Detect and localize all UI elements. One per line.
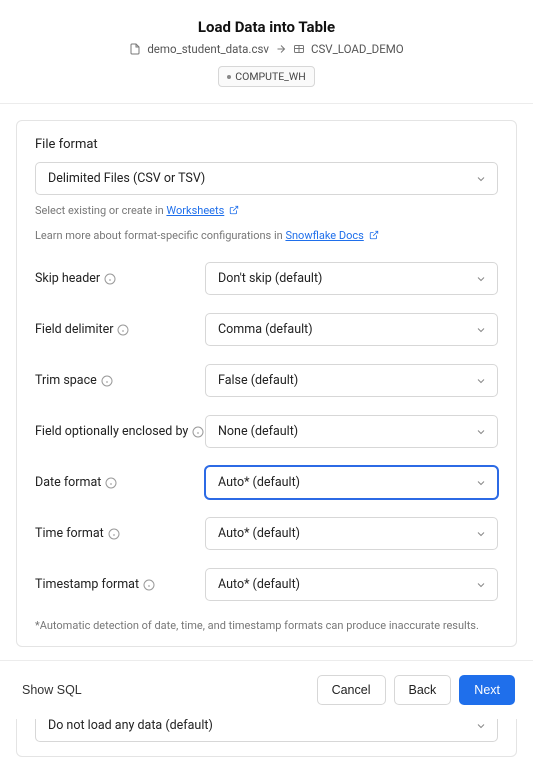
form-label: Date format: [35, 475, 205, 490]
field-delimiter-select[interactable]: Comma (default): [205, 313, 498, 346]
show-sql-button[interactable]: Show SQL: [18, 677, 86, 703]
skip-header-select[interactable]: Don't skip (default): [205, 262, 498, 295]
file-icon: [129, 43, 141, 55]
info-icon: [104, 273, 116, 285]
form-row-field-delimiter: Field delimiter Comma (default): [35, 313, 498, 346]
form-row-field-optionally-enclosed-by: Field optionally enclosed by None (defaul…: [35, 415, 498, 448]
form-control: None (default): [205, 415, 498, 448]
page-title: Load Data into Table: [20, 18, 513, 36]
chevron-down-icon: [475, 324, 487, 336]
chevron-down-icon: [475, 173, 487, 185]
form-row-timestamp-format: Timestamp format Auto* (default): [35, 568, 498, 601]
dialog-header: Load Data into Table demo_student_data.c…: [0, 0, 533, 97]
chevron-down-icon: [475, 477, 487, 489]
breadcrumb: demo_student_data.csv CSV_LOAD_DEMO: [20, 42, 513, 56]
label-text: Timestamp format: [35, 577, 139, 592]
label-text: Skip header: [35, 271, 100, 286]
label-text: Field optionally enclosed by: [35, 424, 188, 439]
select-value: Auto* (default): [218, 577, 300, 592]
info-icon: [117, 324, 129, 336]
select-value: False (default): [218, 373, 298, 388]
form-control: Don't skip (default): [205, 262, 498, 295]
chevron-down-icon: [475, 426, 487, 438]
file-name: demo_student_data.csv: [147, 42, 269, 56]
back-button[interactable]: Back: [394, 675, 452, 705]
label-text: Field delimiter: [35, 322, 113, 337]
table-name: CSV_LOAD_DEMO: [311, 42, 404, 56]
file-format-heading: File format: [35, 137, 498, 152]
select-value: Don't skip (default): [218, 271, 322, 286]
warehouse-badge[interactable]: COMPUTE_WH: [218, 66, 314, 87]
file-format-value: Delimited Files (CSV or TSV): [48, 171, 205, 186]
external-link-icon: [369, 230, 379, 240]
chevron-down-icon: [475, 273, 487, 285]
info-icon: [108, 528, 120, 540]
form-control: Auto* (default): [205, 568, 498, 601]
select-value: Comma (default): [218, 322, 313, 337]
chevron-down-icon: [475, 528, 487, 540]
form-control: False (default): [205, 364, 498, 397]
select-value: Auto* (default): [218, 526, 300, 541]
timestamp-format-select[interactable]: Auto* (default): [205, 568, 498, 601]
form-label: Skip header: [35, 271, 205, 286]
worksheets-link[interactable]: Worksheets: [166, 204, 224, 217]
form-label: Field optionally enclosed by: [35, 424, 205, 439]
time-format-select[interactable]: Auto* (default): [205, 517, 498, 550]
form-control: Auto* (default): [205, 466, 498, 499]
label-text: Date format: [35, 475, 101, 490]
chevron-down-icon: [475, 720, 487, 732]
error-handling-value: Do not load any data (default): [48, 718, 213, 733]
form-label: Field delimiter: [35, 322, 205, 337]
info-icon: [105, 477, 117, 489]
label-text: Trim space: [35, 373, 97, 388]
file-format-card: File format Delimited Files (CSV or TSV)…: [16, 120, 517, 647]
file-format-hint: Select existing or create in Worksheets: [35, 203, 498, 220]
info-icon: [143, 579, 155, 591]
file-format-select[interactable]: Delimited Files (CSV or TSV): [35, 162, 498, 195]
chevron-down-icon: [475, 375, 487, 387]
docs-link[interactable]: Snowflake Docs: [285, 229, 363, 242]
select-value: Auto* (default): [218, 475, 300, 490]
form-row-date-format: Date format Auto* (default): [35, 466, 498, 499]
form-row-skip-header: Skip header Don't skip (default): [35, 262, 498, 295]
file-format-learn: Learn more about format-specific configu…: [35, 228, 498, 245]
external-link-icon: [229, 205, 239, 215]
form-label: Trim space: [35, 373, 205, 388]
info-icon: [101, 375, 113, 387]
arrow-right-icon: [275, 43, 287, 55]
form-label: Time format: [35, 526, 205, 541]
auto-detect-footnote: *Automatic detection of date, time, and …: [35, 619, 498, 632]
trim-space-select[interactable]: False (default): [205, 364, 498, 397]
field-optionally-enclosed-by-select[interactable]: None (default): [205, 415, 498, 448]
chevron-down-icon: [475, 579, 487, 591]
form-control: Comma (default): [205, 313, 498, 346]
form-control: Auto* (default): [205, 517, 498, 550]
form-row-time-format: Time format Auto* (default): [35, 517, 498, 550]
date-format-select[interactable]: Auto* (default): [205, 466, 498, 499]
next-button[interactable]: Next: [459, 675, 515, 705]
dialog-footer: Show SQL Cancel Back Next: [0, 660, 533, 719]
form-label: Timestamp format: [35, 577, 205, 592]
info-icon: [192, 426, 204, 438]
cancel-button[interactable]: Cancel: [317, 675, 386, 705]
form-row-trim-space: Trim space False (default): [35, 364, 498, 397]
warehouse-name: COMPUTE_WH: [235, 70, 305, 83]
table-icon: [293, 43, 305, 55]
select-value: None (default): [218, 424, 298, 439]
label-text: Time format: [35, 526, 104, 541]
